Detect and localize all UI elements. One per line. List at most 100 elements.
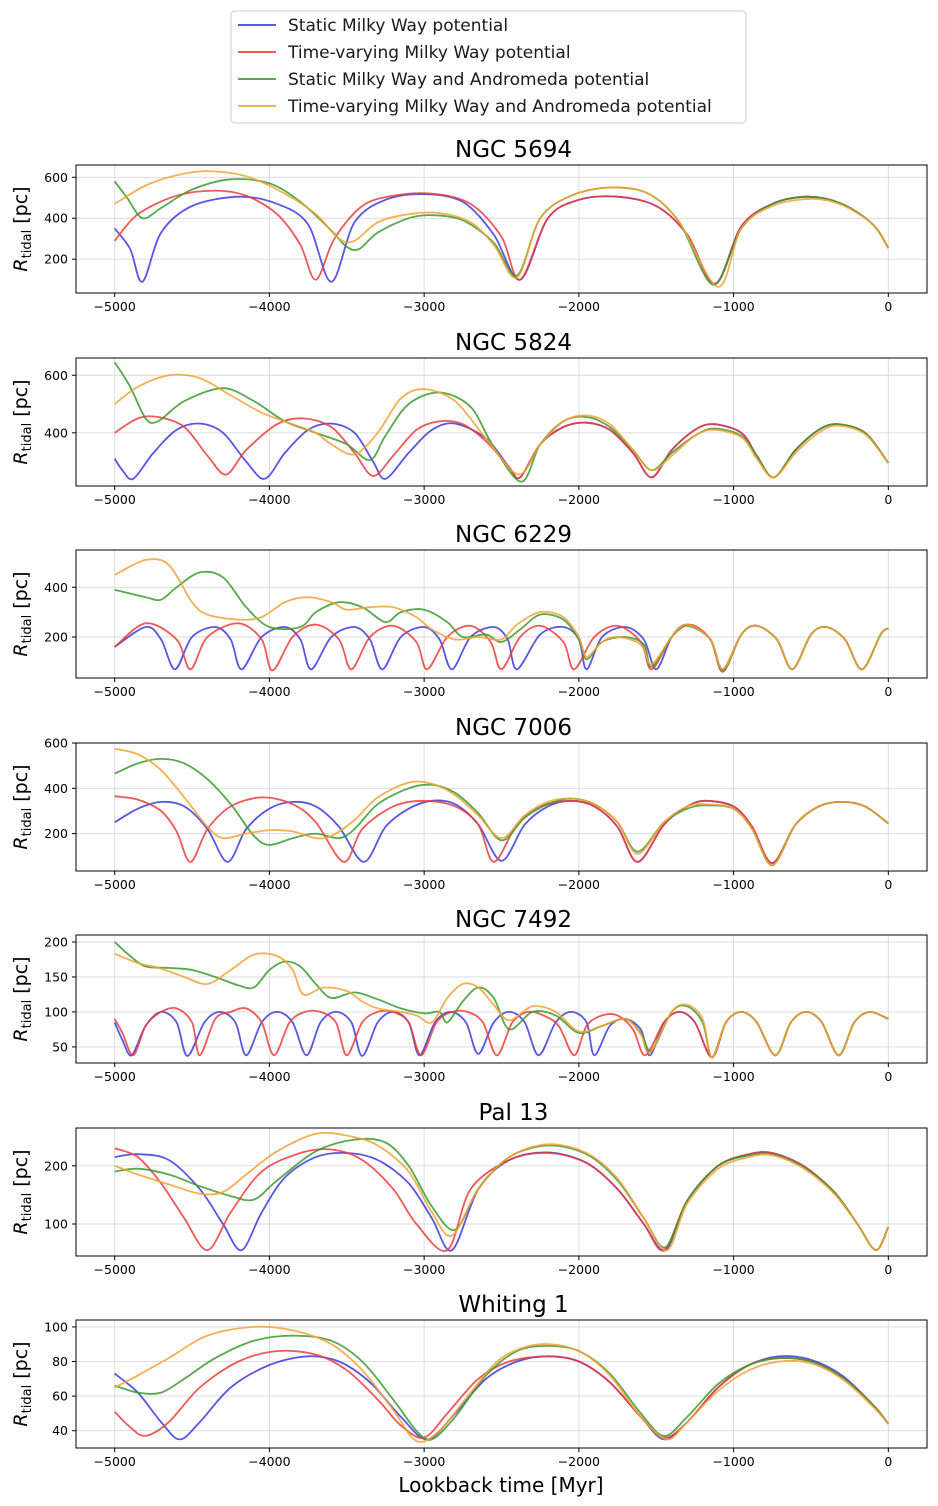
y-tick-label: 100 <box>44 1004 68 1019</box>
series-group <box>114 1131 890 1252</box>
x-tick-label: −2000 <box>558 1069 600 1084</box>
legend-entry: Time-varying Milky Way and Andromeda pot… <box>238 97 712 117</box>
x-tick-label: −3000 <box>403 492 445 507</box>
y-tick-label: 40 <box>52 1423 68 1438</box>
x-tick-label: −4000 <box>248 684 290 699</box>
legend-entry: Time-varying Milky Way potential <box>238 43 571 63</box>
plot-frame <box>75 164 928 294</box>
x-tick-label: −1000 <box>712 1454 754 1469</box>
series-group <box>114 558 889 673</box>
x-tick-label: −2000 <box>558 684 600 699</box>
x-tick-label: −5000 <box>94 1069 136 1084</box>
y-axis-label: Rtidal [pc] <box>10 1341 35 1426</box>
plot-frame <box>75 742 928 872</box>
y-tick-label: 400 <box>44 580 68 595</box>
chart-panel: NGC 7492 −5000 −4000 −3000 −2000 −1000 0 50 100 1… <box>10 907 928 1084</box>
y-tick-label: 400 <box>44 211 68 226</box>
series-group <box>113 361 890 483</box>
y-axis-label: Rtidal [pc] <box>10 186 35 271</box>
x-tick-label: −2000 <box>558 877 600 892</box>
legend: Static Milky Way potential Time-varying … <box>230 10 747 124</box>
x-tick-label: −5000 <box>94 877 136 892</box>
y-tick-label: 80 <box>52 1354 68 1369</box>
plot-frame <box>75 934 928 1064</box>
chart-title: NGC 6229 <box>455 522 572 548</box>
series-line <box>114 1334 890 1441</box>
panels: NGC 5694−5000 −4000 −3000 −2000 −1000 0200400… <box>10 137 928 1469</box>
legend-label: Time-varying Milky Way and Andromeda pot… <box>287 97 712 117</box>
x-tick-label: −2000 <box>558 299 600 314</box>
x-tick-label: −3000 <box>403 877 445 892</box>
y-tick-label: 200 <box>44 629 68 644</box>
x-tick-label: −2000 <box>558 1454 600 1469</box>
y-tick-label: 200 <box>44 826 68 841</box>
legend-label: Static Milky Way and Andromeda potential <box>288 70 649 90</box>
y-tick-label: 150 <box>44 969 68 984</box>
y-tick-label: 200 <box>44 934 68 949</box>
legend-frame <box>230 10 747 124</box>
x-tick-label: −4000 <box>248 299 290 314</box>
x-tick-label: −3000 <box>403 1069 445 1084</box>
legend-label: Time-varying Milky Way potential <box>287 43 571 63</box>
x-tick-label: 0 <box>884 1262 892 1277</box>
y-tick-label: 100 <box>44 1319 68 1334</box>
y-tick-label: 600 <box>44 170 68 185</box>
plot-frame <box>75 549 928 679</box>
y-tick-label: 100 <box>44 1217 68 1232</box>
series-line <box>114 758 889 867</box>
x-tick-label: −3000 <box>403 684 445 699</box>
x-tick-label: −2000 <box>558 492 600 507</box>
series-line <box>114 952 889 1059</box>
x-tick-label: 0 <box>884 299 892 314</box>
chart-panel: NGC 5824 −5000 −4000 −3000 −2000 −1000 0 400 600… <box>10 330 928 507</box>
series-line <box>114 170 890 288</box>
plot-frame <box>75 357 928 487</box>
x-tick-label: −3000 <box>403 1262 445 1277</box>
x-tick-label: −5000 <box>94 1262 136 1277</box>
x-tick-label: −1000 <box>712 1262 754 1277</box>
series-line <box>113 193 890 285</box>
x-tick-label: −3000 <box>403 299 445 314</box>
x-axis-label: Lookback time [Myr] <box>398 1473 603 1497</box>
series-line <box>114 941 889 1059</box>
chart-title: Whiting 1 <box>458 1292 568 1318</box>
x-tick-label: −5000 <box>94 299 136 314</box>
chart-title: NGC 5824 <box>455 330 572 356</box>
chart-panel: NGC 7006 −5000 −4000 −3000 −2000 −1000 0 200 400… <box>10 715 928 892</box>
x-tick-label: −4000 <box>248 1262 290 1277</box>
series-line <box>114 570 889 672</box>
y-axis-label: Rtidal [pc] <box>10 956 35 1041</box>
series-line <box>114 1355 890 1441</box>
x-tick-label: −1000 <box>712 684 754 699</box>
y-tick-label: 60 <box>52 1389 68 1404</box>
series-line <box>114 623 889 671</box>
series-group <box>114 747 889 867</box>
chart-panel: Whiting 1 −5000 −4000 −3000 −2000 −1000 0 40 60 8… <box>10 1292 928 1469</box>
x-tick-label: −5000 <box>94 492 136 507</box>
x-tick-label: 0 <box>884 877 892 892</box>
x-tick-label: −5000 <box>94 684 136 699</box>
series-line <box>114 1147 890 1252</box>
plot-frame <box>75 1127 928 1257</box>
legend-label: Static Milky Way potential <box>288 16 508 36</box>
chart-title: NGC 5694 <box>455 137 572 163</box>
y-tick-label: 50 <box>52 1039 68 1054</box>
x-tick-label: −2000 <box>558 1262 600 1277</box>
series-line <box>114 373 890 479</box>
series-group <box>113 170 890 288</box>
series-line <box>113 178 890 286</box>
y-tick-label: 400 <box>44 425 68 440</box>
y-axis-label: Rtidal [pc] <box>10 1149 35 1234</box>
y-tick-label: 200 <box>44 252 68 267</box>
x-tick-label: −5000 <box>94 1454 136 1469</box>
series-line <box>114 558 889 671</box>
plot-frame <box>75 1319 928 1449</box>
chart-title: NGC 7492 <box>455 907 572 933</box>
chart-title: NGC 7006 <box>455 715 572 741</box>
x-tick-label: 0 <box>884 492 892 507</box>
series-line <box>113 361 890 483</box>
y-axis-label: Rtidal [pc] <box>10 571 35 656</box>
series-line <box>114 415 890 480</box>
series-group <box>113 941 889 1059</box>
